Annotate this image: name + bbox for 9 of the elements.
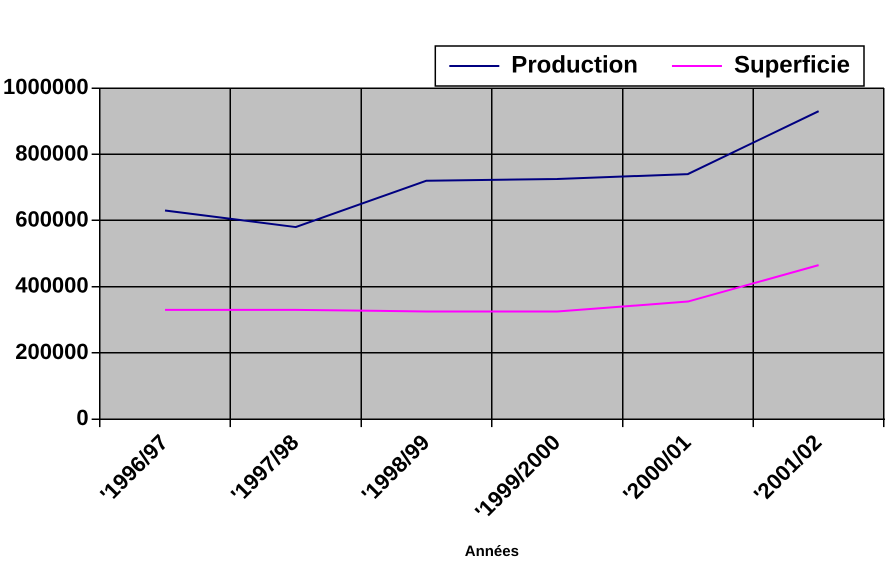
y-tick-label: 600000: [15, 206, 89, 232]
legend-label: Superficie: [734, 52, 850, 79]
y-tick-label: 1000000: [2, 74, 89, 100]
y-tick-label: 0: [76, 405, 89, 430]
y-tick-label: 800000: [15, 140, 89, 166]
y-tick-label: 400000: [15, 272, 89, 298]
legend-label: Production: [511, 52, 638, 79]
y-tick-label: 200000: [15, 338, 89, 364]
x-axis-title: Années: [464, 543, 519, 560]
